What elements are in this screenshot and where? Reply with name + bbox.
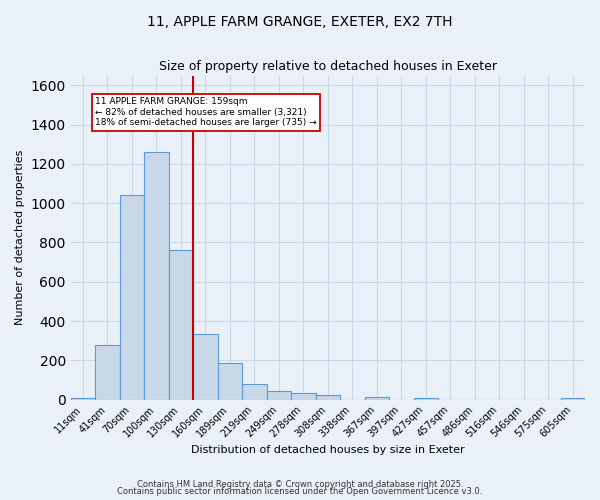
- Text: 11, APPLE FARM GRANGE, EXETER, EX2 7TH: 11, APPLE FARM GRANGE, EXETER, EX2 7TH: [147, 15, 453, 29]
- Y-axis label: Number of detached properties: Number of detached properties: [15, 150, 25, 326]
- Bar: [266, 390, 291, 400]
- Bar: [365, 396, 389, 400]
- Bar: [71, 398, 95, 400]
- X-axis label: Distribution of detached houses by size in Exeter: Distribution of detached houses by size …: [191, 445, 464, 455]
- Bar: [291, 394, 316, 400]
- Text: Contains HM Land Registry data © Crown copyright and database right 2025.: Contains HM Land Registry data © Crown c…: [137, 480, 463, 489]
- Bar: [413, 398, 438, 400]
- Text: 11 APPLE FARM GRANGE: 159sqm
← 82% of detached houses are smaller (3,321)
18% of: 11 APPLE FARM GRANGE: 159sqm ← 82% of de…: [95, 97, 317, 127]
- Bar: [119, 196, 144, 400]
- Text: Contains public sector information licensed under the Open Government Licence v3: Contains public sector information licen…: [118, 488, 482, 496]
- Bar: [169, 250, 193, 400]
- Bar: [242, 384, 266, 400]
- Bar: [144, 152, 169, 400]
- Title: Size of property relative to detached houses in Exeter: Size of property relative to detached ho…: [159, 60, 497, 73]
- Bar: [218, 364, 242, 400]
- Bar: [316, 394, 340, 400]
- Bar: [95, 344, 119, 400]
- Bar: [560, 398, 585, 400]
- Bar: [193, 334, 218, 400]
